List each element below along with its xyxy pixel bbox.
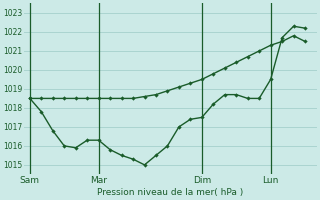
- X-axis label: Pression niveau de la mer( hPa ): Pression niveau de la mer( hPa ): [97, 188, 244, 197]
